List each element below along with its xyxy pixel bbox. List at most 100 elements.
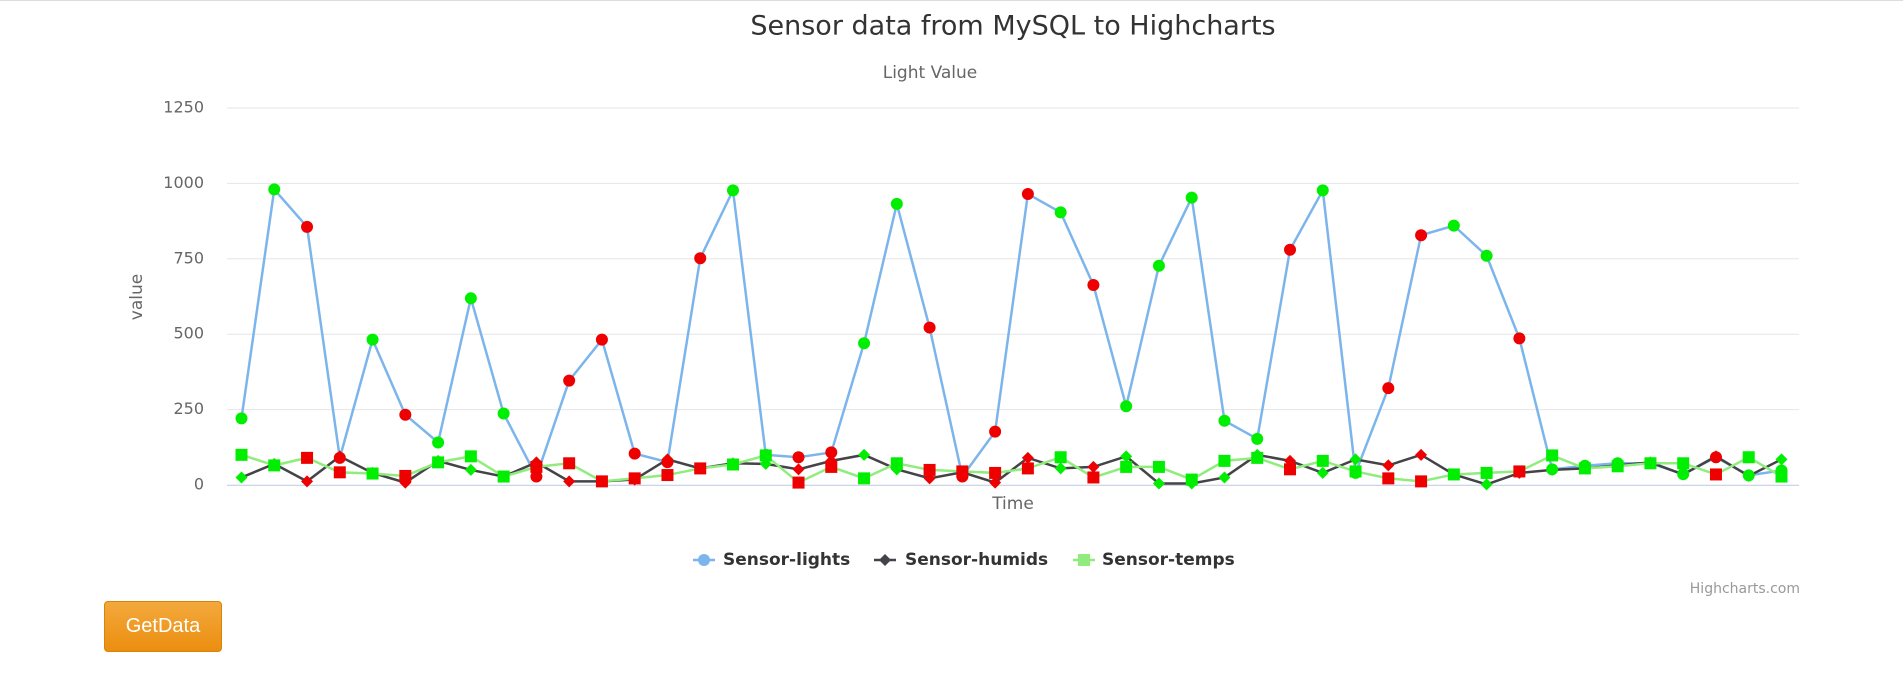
point-marker xyxy=(595,333,608,346)
point-marker xyxy=(989,425,1002,438)
point-marker xyxy=(1185,191,1198,204)
point-marker xyxy=(235,471,248,484)
point-marker xyxy=(497,470,510,483)
point-marker xyxy=(1644,457,1657,470)
point-marker xyxy=(661,469,674,482)
point-marker xyxy=(268,459,281,472)
point-marker xyxy=(1251,432,1264,445)
point-marker xyxy=(1709,468,1722,481)
series-markers xyxy=(235,183,1788,483)
point-marker xyxy=(1513,465,1526,478)
point-marker xyxy=(1742,469,1755,482)
point-marker xyxy=(694,252,707,265)
point-marker xyxy=(1742,451,1755,464)
point-marker xyxy=(879,554,891,566)
point-marker xyxy=(1382,382,1395,395)
point-marker xyxy=(1054,206,1067,219)
point-marker xyxy=(923,463,936,476)
point-marker xyxy=(661,453,674,466)
point-marker xyxy=(1316,466,1329,479)
point-marker xyxy=(1349,465,1362,478)
point-marker xyxy=(989,476,1002,489)
point-marker xyxy=(333,466,346,479)
point-marker xyxy=(1120,460,1133,473)
point-marker xyxy=(759,449,772,462)
y-tick-label: 1000 xyxy=(163,173,204,192)
point-marker xyxy=(1447,219,1460,232)
point-marker xyxy=(563,475,576,488)
point-marker xyxy=(1677,468,1690,481)
point-marker xyxy=(792,476,805,489)
point-marker xyxy=(1709,450,1722,463)
point-marker xyxy=(890,457,903,470)
point-marker xyxy=(694,462,707,475)
legend-label: Sensor-temps xyxy=(1102,550,1235,570)
point-marker xyxy=(792,451,805,464)
point-marker xyxy=(399,469,412,482)
chart-subtitle: Light Value xyxy=(883,63,978,83)
point-marker xyxy=(595,475,608,488)
series-line xyxy=(240,185,1782,480)
point-marker xyxy=(698,554,710,566)
point-marker xyxy=(858,448,871,461)
point-marker xyxy=(1316,184,1329,197)
point-marker xyxy=(726,458,739,471)
legend-label: Sensor-lights xyxy=(723,550,850,570)
point-marker xyxy=(1078,554,1090,566)
point-marker xyxy=(1480,249,1493,262)
y-tick-label: 1250 xyxy=(163,98,204,117)
point-marker xyxy=(1349,453,1362,466)
point-marker xyxy=(923,321,936,334)
legend-label: Sensor-humids xyxy=(905,550,1048,570)
point-marker xyxy=(858,337,871,350)
point-marker xyxy=(1087,471,1100,484)
point-marker xyxy=(432,456,445,469)
point-marker xyxy=(1546,463,1559,476)
point-marker xyxy=(497,407,510,420)
point-marker xyxy=(530,470,543,483)
point-marker xyxy=(858,472,871,485)
point-marker xyxy=(1447,468,1460,481)
y-tick-label: 250 xyxy=(173,399,204,418)
point-marker xyxy=(1120,450,1133,463)
point-marker xyxy=(268,183,281,196)
point-marker xyxy=(1775,470,1788,483)
point-marker xyxy=(301,475,314,488)
point-marker xyxy=(1513,332,1526,345)
point-marker xyxy=(1775,453,1788,466)
point-marker xyxy=(1611,460,1624,473)
series-markers xyxy=(235,448,1788,489)
point-marker xyxy=(1218,414,1231,427)
point-marker xyxy=(1284,243,1297,256)
point-marker xyxy=(464,463,477,476)
point-marker xyxy=(1284,463,1297,476)
point-marker xyxy=(1021,187,1034,200)
point-marker xyxy=(1316,454,1329,467)
point-marker xyxy=(333,450,346,463)
point-marker xyxy=(464,450,477,463)
y-tick-label: 500 xyxy=(173,324,204,343)
point-marker xyxy=(1578,462,1591,475)
point-marker xyxy=(464,292,477,305)
point-marker xyxy=(726,184,739,197)
point-marker xyxy=(890,197,903,210)
get-data-button[interactable]: GetData xyxy=(104,601,222,652)
point-marker xyxy=(1021,462,1034,475)
point-marker xyxy=(1021,451,1034,464)
y-tick-label: 750 xyxy=(173,248,204,267)
point-marker xyxy=(1218,471,1231,484)
y-axis-title: value xyxy=(127,274,147,320)
point-marker xyxy=(235,448,248,461)
credits: Highcharts.com xyxy=(1690,581,1800,597)
point-marker xyxy=(1382,459,1395,472)
point-marker xyxy=(235,412,248,425)
point-marker xyxy=(1677,457,1690,470)
chart-title: Sensor data from MySQL to Highcharts xyxy=(750,11,1275,42)
point-marker xyxy=(628,472,641,485)
point-marker xyxy=(1251,451,1264,464)
point-marker xyxy=(1152,460,1165,473)
point-marker xyxy=(825,446,838,459)
point-marker xyxy=(366,333,379,346)
